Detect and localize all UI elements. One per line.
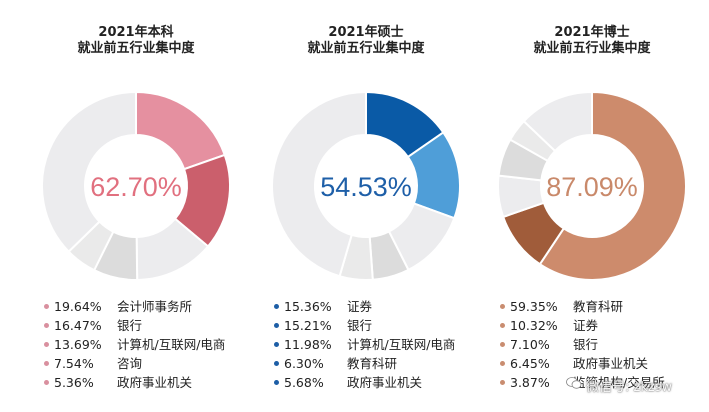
pie-slice-remainder: [522, 90, 593, 153]
legend-dot-icon: [274, 304, 279, 309]
legend-value: 19.64%: [54, 299, 102, 314]
legend-dot-icon: [500, 380, 505, 385]
legend-value: 7.54%: [54, 356, 94, 371]
legend-dot-icon: [500, 342, 505, 347]
legend-value: 6.30%: [284, 356, 324, 371]
legend-label: 教育科研: [347, 356, 398, 371]
chart-panel-bachelor: 2021年本科 就业前五行业集中度 62.70% 19.64% 会计师事务所 16.…: [18, 0, 254, 412]
legend-dot-icon: [44, 342, 49, 347]
legend-dot-icon: [500, 361, 505, 366]
pie-slice: [135, 90, 226, 171]
legend-value: 5.36%: [54, 375, 94, 390]
legend-dot-icon: [274, 323, 279, 328]
legend-label: 政府事业机关: [573, 356, 649, 371]
wechat-icon: [566, 377, 582, 389]
legend-label: 银行: [347, 318, 373, 333]
legend-value: 15.36%: [284, 299, 332, 314]
legend-value: 59.35%: [510, 299, 558, 314]
legend-label: 政府事业机关: [347, 375, 423, 390]
legend-dot-icon: [44, 361, 49, 366]
donut-chart: 62.70%: [41, 90, 231, 282]
legend-value: 13.69%: [54, 337, 102, 352]
center-percentage-label: 54.53%: [320, 172, 412, 202]
legend-dot-icon: [274, 361, 279, 366]
chart-panel-master: 2021年硕士 就业前五行业集中度 54.53% 15.36% 证券 15.21% 银…: [248, 0, 484, 412]
chart-panel-doctor: 2021年博士 就业前五行业集中度 87.09% 59.35% 教育科研 10.32…: [474, 0, 709, 412]
legend-label: 银行: [573, 337, 599, 352]
legend-value: 7.10%: [510, 337, 550, 352]
legend-label: 监管机构/交易所: [573, 375, 665, 390]
legend-dot-icon: [274, 380, 279, 385]
donut-chart: 87.09%: [497, 90, 687, 281]
chart-title-line-2: 就业前五行业集中度: [307, 41, 425, 56]
donut-chart: 54.53%: [271, 90, 461, 281]
legend-value: 3.87%: [510, 375, 550, 390]
chart-title-line-1: 2021年硕士: [328, 25, 404, 40]
legend-dot-icon: [44, 380, 49, 385]
legend-value: 15.21%: [284, 318, 332, 333]
pie-slice: [538, 90, 687, 281]
legend-label: 计算机/互联网/电商: [117, 337, 226, 352]
legend-dot-icon: [44, 304, 49, 309]
legend-value: 11.98%: [284, 337, 332, 352]
watermark-text: 微信号: zkzsw: [586, 380, 673, 395]
legend-value: 5.68%: [284, 375, 324, 390]
pie-slice-remainder: [41, 90, 137, 254]
legend-dot-icon: [500, 304, 505, 309]
legend-label: 咨询: [117, 356, 143, 371]
legend-value: 10.32%: [510, 318, 558, 333]
legend-label: 政府事业机关: [117, 375, 193, 390]
legend-label: 计算机/互联网/电商: [347, 337, 456, 352]
chart-title-line-2: 就业前五行业集中度: [533, 41, 651, 56]
legend-dot-icon: [44, 323, 49, 328]
legend-label: 会计师事务所: [117, 299, 193, 314]
legend-value: 6.45%: [510, 356, 550, 371]
pie-slice-remainder: [271, 90, 367, 278]
legend-value: 16.47%: [54, 318, 102, 333]
center-percentage-label: 62.70%: [90, 172, 182, 202]
legend-dot-icon: [274, 342, 279, 347]
chart-title-line-2: 就业前五行业集中度: [77, 41, 195, 56]
legend-label: 证券: [573, 318, 599, 333]
center-percentage-label: 87.09%: [546, 172, 638, 202]
chart-title-line-1: 2021年博士: [554, 25, 630, 40]
legend-dot-icon: [500, 323, 505, 328]
legend-label: 证券: [347, 299, 373, 314]
legend-label: 银行: [117, 318, 143, 333]
legend-label: 教育科研: [573, 299, 624, 314]
chart-title-line-1: 2021年本科: [98, 25, 174, 40]
